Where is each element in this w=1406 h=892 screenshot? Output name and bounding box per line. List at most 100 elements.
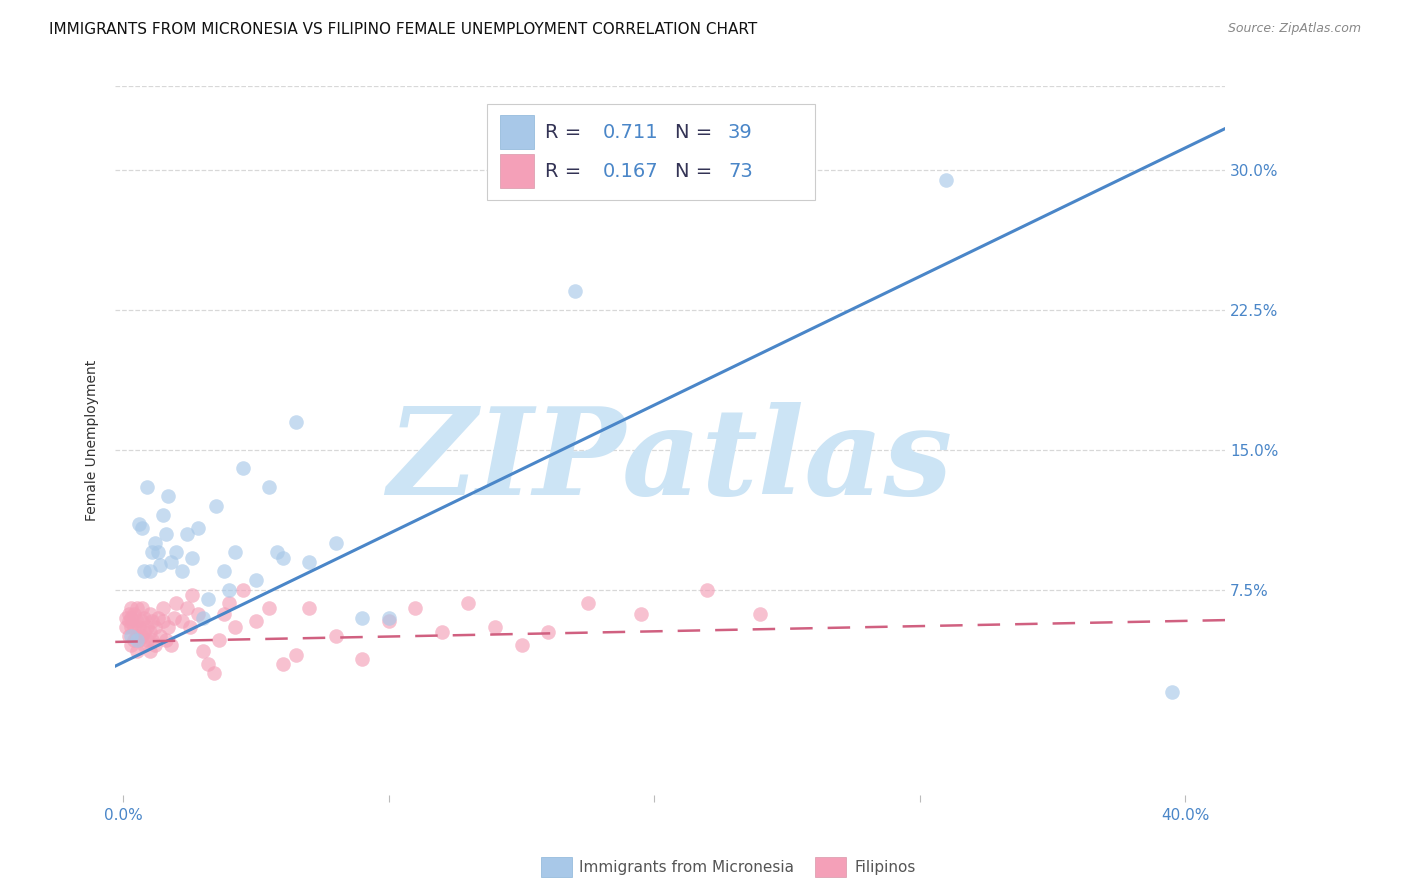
Point <box>120 601 142 615</box>
Point <box>128 517 150 532</box>
Point <box>152 508 174 522</box>
Point <box>1161 685 1184 699</box>
Point <box>352 651 374 665</box>
Point <box>163 610 186 624</box>
Point <box>131 614 153 628</box>
Point <box>378 610 401 624</box>
Point <box>141 545 163 559</box>
Point <box>122 620 145 634</box>
Point <box>696 582 718 597</box>
Point <box>245 574 267 588</box>
Point <box>224 545 246 559</box>
Point <box>259 601 281 615</box>
Point <box>187 607 209 621</box>
Point <box>157 620 180 634</box>
Point <box>115 610 138 624</box>
Point <box>136 632 159 647</box>
Point <box>187 521 209 535</box>
Point <box>218 596 240 610</box>
Point <box>139 607 162 621</box>
Text: 0.167: 0.167 <box>603 161 658 181</box>
Point <box>197 591 219 606</box>
Point <box>117 607 139 621</box>
Point <box>224 620 246 634</box>
Point <box>141 632 163 647</box>
Point <box>212 607 235 621</box>
Point <box>484 620 506 634</box>
Text: R =: R = <box>544 123 588 142</box>
Point <box>120 629 142 643</box>
Point <box>131 629 153 643</box>
Point <box>149 629 172 643</box>
Y-axis label: Female Unemployment: Female Unemployment <box>86 359 100 521</box>
Point <box>352 610 374 624</box>
FancyBboxPatch shape <box>501 115 534 149</box>
Point <box>935 172 957 186</box>
Point <box>259 480 281 494</box>
Point <box>143 536 166 550</box>
Point <box>139 644 162 658</box>
Point <box>149 558 172 573</box>
Point <box>143 620 166 634</box>
Point <box>298 601 321 615</box>
Point <box>266 545 288 559</box>
Point <box>143 639 166 653</box>
Point <box>125 614 148 628</box>
Point <box>128 632 150 647</box>
Text: N =: N = <box>675 123 718 142</box>
Point <box>325 629 347 643</box>
Point <box>117 629 139 643</box>
Point <box>146 610 169 624</box>
Point <box>122 632 145 647</box>
Point <box>170 564 193 578</box>
Point <box>165 596 187 610</box>
Point <box>120 610 142 624</box>
Point <box>404 601 426 615</box>
Point <box>155 632 177 647</box>
Point <box>139 625 162 640</box>
Text: Immigrants from Micronesia: Immigrants from Micronesia <box>579 860 794 874</box>
Point <box>510 639 533 653</box>
Point <box>576 596 599 610</box>
Point <box>749 607 772 621</box>
Text: R =: R = <box>544 161 588 181</box>
Point <box>284 648 307 662</box>
Point <box>176 526 198 541</box>
Point <box>232 461 254 475</box>
Point <box>139 564 162 578</box>
Point <box>122 607 145 621</box>
Text: ZIPatlas: ZIPatlas <box>388 402 953 521</box>
Point <box>134 564 156 578</box>
Point <box>218 582 240 597</box>
Point <box>181 588 204 602</box>
Point <box>136 480 159 494</box>
FancyBboxPatch shape <box>486 104 814 200</box>
Point <box>120 620 142 634</box>
Point <box>160 639 183 653</box>
Point <box>170 614 193 628</box>
Point <box>128 620 150 634</box>
FancyBboxPatch shape <box>501 154 534 188</box>
Point <box>245 614 267 628</box>
Point <box>564 285 586 299</box>
Point <box>120 639 142 653</box>
Point <box>176 601 198 615</box>
Point <box>125 629 148 643</box>
Text: Filipinos: Filipinos <box>855 860 917 874</box>
Point <box>212 564 235 578</box>
Point <box>146 545 169 559</box>
Point <box>115 620 138 634</box>
Point <box>125 601 148 615</box>
Point <box>457 596 479 610</box>
Point <box>191 644 214 658</box>
Text: 39: 39 <box>728 123 752 142</box>
Point <box>208 632 231 647</box>
Point <box>197 657 219 672</box>
Text: N =: N = <box>675 161 718 181</box>
Point <box>131 521 153 535</box>
Point <box>179 620 201 634</box>
Point <box>125 644 148 658</box>
Point <box>191 610 214 624</box>
Point <box>155 526 177 541</box>
Text: IMMIGRANTS FROM MICRONESIA VS FILIPINO FEMALE UNEMPLOYMENT CORRELATION CHART: IMMIGRANTS FROM MICRONESIA VS FILIPINO F… <box>49 22 758 37</box>
